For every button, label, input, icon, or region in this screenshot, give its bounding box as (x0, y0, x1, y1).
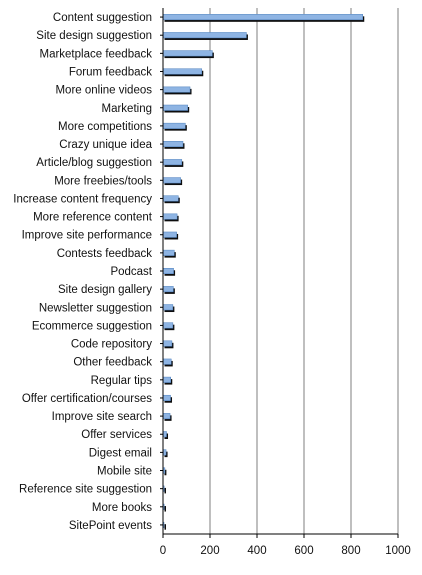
category-label-forum-feedback: Forum feedback (69, 66, 152, 78)
category-label-article-blog-suggestion: Article/blog suggestion (36, 157, 152, 169)
bar-offer-services (162, 431, 167, 438)
bar-regular-tips (162, 376, 172, 383)
category-label-code-repository: Code repository (71, 339, 152, 351)
bar-more-reference-content (162, 213, 178, 220)
category-label-content-suggestion: Content suggestion (53, 12, 152, 24)
gridlines (209, 8, 399, 534)
bar-content-suggestion (162, 14, 363, 21)
bar-increase-content-frequency (162, 195, 179, 202)
bar-other-feedback (162, 358, 172, 365)
category-label-more-freebies-tools: More freebies/tools (54, 175, 152, 187)
x-tick-label-1000: 1000 (385, 545, 411, 557)
category-label-more-online-videos: More online videos (55, 85, 152, 97)
x-tick-label-600: 600 (294, 545, 313, 557)
bar-marketplace-feedback (162, 50, 213, 57)
x-tick-label-200: 200 (200, 545, 219, 557)
x-tick-label-0: 0 (160, 545, 166, 557)
x-tick-labels: 0 200 400 600 800 1000 (160, 545, 411, 557)
bar-contests-feedback (162, 249, 175, 256)
category-label-crazy-unique-idea: Crazy unique idea (59, 139, 152, 151)
category-label-contests-feedback: Contests feedback (57, 248, 153, 260)
category-label-sitepoint-events: SitePoint events (69, 520, 152, 532)
bar-site-design-suggestion (162, 32, 247, 39)
bar-shadow-mobile-site (164, 469, 167, 476)
category-label-site-design-gallery: Site design gallery (58, 284, 152, 296)
category-label-offer-services: Offer services (81, 429, 152, 441)
bar-offer-certification-courses (162, 394, 171, 401)
x-tick-label-400: 400 (247, 545, 266, 557)
category-label-marketing: Marketing (102, 103, 153, 115)
bar-more-competitions (162, 122, 186, 129)
category-label-reference-site-suggestion: Reference site suggestion (19, 484, 152, 496)
bar-more-online-videos (162, 86, 191, 93)
category-label-newsletter-suggestion: Newsletter suggestion (39, 302, 152, 314)
bar-more-freebies-tools (162, 177, 181, 184)
bar-newsletter-suggestion (162, 304, 174, 311)
category-label-offer-certification-courses: Offer certification/courses (22, 393, 152, 405)
bars (162, 14, 365, 530)
category-label-mobile-site: Mobile site (97, 466, 152, 478)
bar-ecommerce-suggestion (162, 322, 174, 329)
category-label-ecommerce-suggestion: Ecommerce suggestion (32, 320, 152, 332)
category-labels: Content suggestion Site design suggestion… (13, 12, 153, 532)
bar-podcast (162, 268, 174, 274)
category-label-regular-tips: Regular tips (91, 375, 153, 387)
bar-improve-site-performance (162, 231, 177, 238)
x-tick-label-800: 800 (341, 545, 360, 557)
bar-article-blog-suggestion (162, 159, 183, 166)
bar-shadow-reference-site-suggestion (164, 487, 166, 494)
category-label-podcast: Podcast (110, 266, 152, 278)
category-label-marketplace-feedback: Marketplace feedback (39, 48, 152, 60)
category-label-more-competitions: More competitions (58, 121, 152, 133)
category-label-more-books: More books (92, 502, 152, 514)
category-label-site-design-suggestion: Site design suggestion (36, 30, 152, 42)
bar-shadow-sitepoint-events (164, 524, 166, 530)
category-label-digest-email: Digest email (89, 447, 152, 459)
category-label-more-reference-content: More reference content (33, 212, 153, 224)
category-label-improve-site-performance: Improve site performance (22, 230, 152, 242)
bar-code-repository (162, 340, 173, 347)
category-label-improve-site-search: Improve site search (52, 411, 152, 423)
bar-improve-site-search (162, 413, 171, 420)
category-label-other-feedback: Other feedback (73, 357, 152, 369)
category-label-increase-content-frequency: Increase content frequency (13, 193, 152, 205)
bar-site-design-gallery (162, 286, 174, 293)
bar-shadow-more-books (164, 506, 166, 512)
bar-forum-feedback (162, 68, 203, 75)
bar-marketing (162, 104, 188, 111)
axes (160, 8, 399, 538)
bar-crazy-unique-idea (162, 141, 184, 148)
